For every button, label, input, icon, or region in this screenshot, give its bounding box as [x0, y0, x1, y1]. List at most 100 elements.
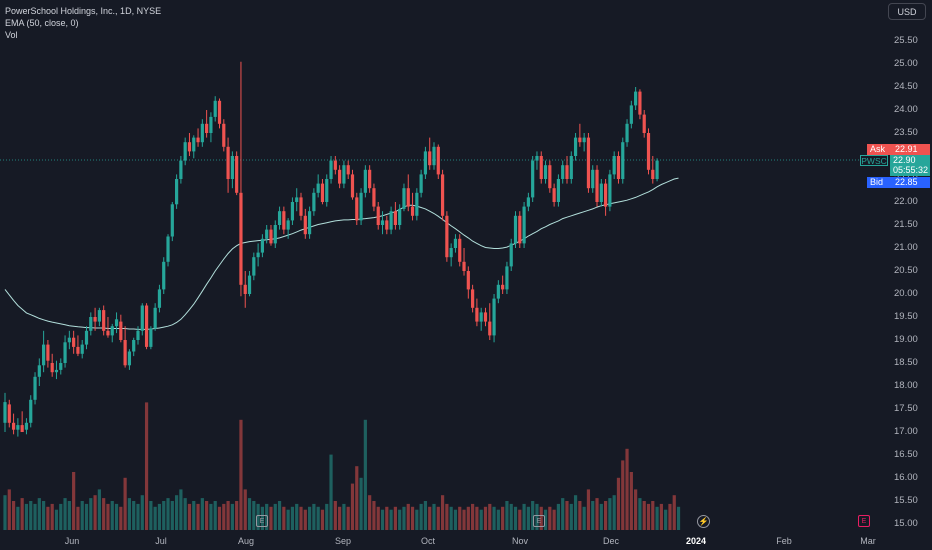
candle-body [265, 229, 269, 239]
volume-bar [638, 498, 642, 530]
volume-bar [299, 506, 303, 530]
volume-bar [239, 419, 243, 530]
volume-bar [192, 501, 196, 530]
earnings-icon[interactable]: E [256, 515, 268, 527]
earnings-icon[interactable]: E [858, 515, 870, 527]
candle [655, 158, 659, 182]
candle-body [479, 312, 483, 322]
volume-bar [488, 503, 492, 530]
volume-layer [3, 402, 681, 530]
volume-bar [59, 503, 63, 530]
candle-body [398, 208, 402, 225]
volume-bar [415, 509, 419, 530]
candle-body [282, 211, 286, 230]
volume-bar [54, 509, 59, 530]
volume-bar [363, 419, 367, 530]
volume-bar [552, 509, 556, 530]
volume-bar [393, 506, 397, 530]
price-tick-label: 20.50 [894, 265, 918, 276]
candle-body [496, 284, 500, 299]
candle [303, 208, 307, 239]
candle-body [522, 206, 526, 244]
candle-body [586, 137, 591, 189]
candle-body [247, 275, 252, 294]
candle-body [312, 192, 316, 212]
volume-bar [436, 506, 440, 530]
time-tick-label: Oct [420, 536, 436, 546]
candle-body [419, 174, 423, 193]
candle-body [552, 188, 556, 202]
price-tick-label: 19.50 [894, 311, 918, 322]
candle-body [50, 363, 54, 373]
candle-body [582, 137, 586, 143]
dividend-lightning-icon[interactable]: ⚡ [697, 515, 710, 528]
candle-body [333, 160, 337, 170]
volume-bar [63, 498, 67, 530]
candle-body [402, 188, 406, 209]
volume-bar [153, 506, 157, 530]
candle-body [471, 289, 475, 308]
candle-body [363, 169, 367, 193]
time-tick-label: Nov [511, 536, 529, 546]
candle [54, 360, 59, 380]
candle-body [531, 160, 535, 198]
earnings-icon[interactable]: E [533, 515, 545, 527]
candle-body [170, 204, 174, 237]
last-price-value: 22.90 [893, 155, 916, 165]
volume-bar [471, 503, 475, 530]
candle-body [488, 321, 492, 336]
price-tick-label: 25.50 [894, 35, 918, 46]
volume-bar [569, 503, 573, 530]
candle-body [97, 310, 101, 322]
volume-bar [222, 503, 226, 530]
candle [59, 358, 63, 375]
volume-bar [432, 503, 436, 530]
candle-body [144, 305, 149, 347]
volume-bar [226, 501, 230, 530]
candle [213, 96, 217, 122]
volume-bar [37, 498, 41, 530]
volume-bar [247, 498, 252, 530]
candle [76, 335, 80, 357]
candle-body [569, 156, 573, 179]
candle-body [183, 142, 187, 161]
volume-bar [389, 509, 393, 530]
candle-body [406, 188, 410, 207]
candle [346, 160, 350, 179]
candle [222, 119, 226, 152]
candle-body [11, 422, 16, 430]
volume-bar [149, 501, 153, 530]
volume-bar [453, 509, 458, 530]
candle [243, 271, 247, 308]
currency-button[interactable]: USD [888, 3, 926, 20]
volume-bar [543, 509, 548, 530]
volume-bar [256, 503, 260, 530]
candle-body [385, 220, 389, 230]
candle-body [513, 215, 518, 244]
candle [110, 323, 114, 343]
candle-body [149, 328, 153, 347]
volume-bar [466, 506, 470, 530]
volume-bar [475, 506, 479, 530]
volume-bar [659, 503, 663, 530]
candle [157, 284, 162, 313]
candle-body [612, 156, 616, 175]
volume-bar [440, 495, 445, 530]
volume-bar [312, 503, 316, 530]
candle [428, 137, 432, 170]
candle-body [119, 321, 123, 340]
candle-body [608, 174, 612, 207]
candle-body [501, 284, 505, 290]
candle-body [346, 165, 350, 175]
volume-bar [608, 498, 612, 530]
chart-legend: PowerSchool Holdings, Inc., 1D, NYSE EMA… [5, 5, 161, 41]
candle-body [110, 326, 114, 336]
candle [3, 392, 7, 432]
volume-bar [428, 506, 432, 530]
volume-bar [106, 503, 110, 530]
candle-body [595, 169, 599, 202]
volume-bar [316, 506, 320, 530]
candle-body [222, 123, 226, 147]
volume-bar [260, 506, 264, 530]
